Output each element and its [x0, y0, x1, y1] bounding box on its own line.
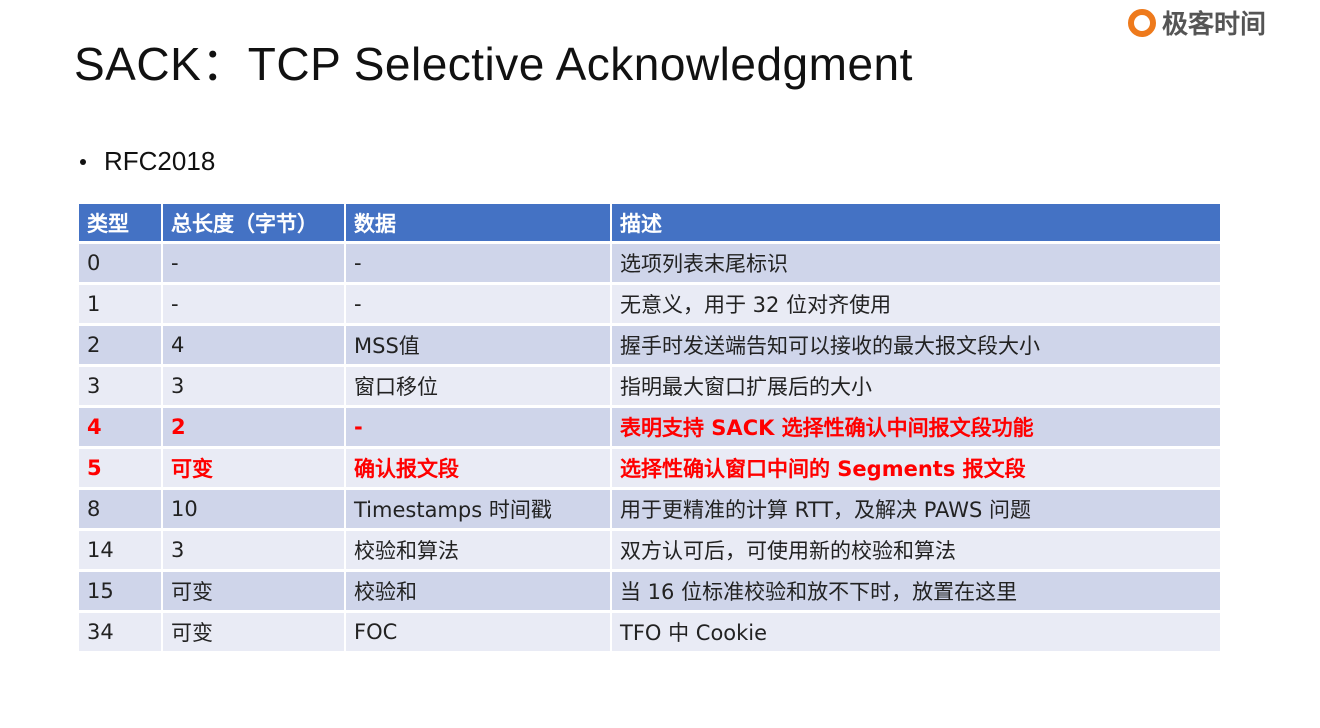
- cell-description: 双方认可后，可使用新的校验和算法: [612, 531, 1220, 569]
- cell-type: 5: [79, 449, 161, 487]
- cell-description: TFO 中 Cookie: [612, 613, 1220, 651]
- table-row: 1- - 无意义，用于 32 位对齐使用: [79, 285, 1220, 323]
- cell-description: 握手时发送端告知可以接收的最大报文段大小: [612, 326, 1220, 364]
- cell-length: 4: [163, 326, 344, 364]
- cell-description: 选项列表末尾标识: [612, 244, 1220, 282]
- cell-type: 1: [79, 285, 161, 323]
- table-row: 34 可变 FOC TFO 中 Cookie: [79, 613, 1220, 651]
- cell-description: 指明最大窗口扩展后的大小: [612, 367, 1220, 405]
- bullet-item: RFC2018: [80, 146, 215, 177]
- table-row: 4 2- 表明支持 SACK 选择性确认中间报文段功能: [79, 408, 1220, 446]
- cell-type: 34: [79, 613, 161, 651]
- cell-length: 3: [163, 367, 344, 405]
- header-data: 数据: [346, 204, 610, 241]
- cell-data: 校验和: [346, 572, 610, 610]
- cell-description: 表明支持 SACK 选择性确认中间报文段功能: [612, 408, 1220, 446]
- cell-description: 用于更精准的计算 RTT，及解决 PAWS 问题: [612, 490, 1220, 528]
- cell-data: -: [346, 408, 610, 446]
- cell-description: 选择性确认窗口中间的 Segments 报文段: [612, 449, 1220, 487]
- cell-description: 当 16 位标准校验和放不下时，放置在这里: [612, 572, 1220, 610]
- cell-type: 8: [79, 490, 161, 528]
- cell-data: -: [346, 285, 610, 323]
- tcp-options-table: 类型 总长度（字节） 数据 描述 0- - 选项列表末尾标识 1- - 无意义，用于 32…: [77, 201, 1222, 654]
- cell-type: 15: [79, 572, 161, 610]
- table-row: 8 10 Timestamps 时间戳 用于更精准的计算 RTT，及解决 PAWS 问…: [79, 490, 1220, 528]
- cell-data: MSS值: [346, 326, 610, 364]
- logo-text: 极客时间: [1162, 10, 1267, 40]
- cell-data: Timestamps 时间戳: [346, 490, 610, 528]
- cell-length: 可变: [163, 613, 344, 651]
- cell-description: 无意义，用于 32 位对齐使用: [612, 285, 1220, 323]
- table-row: 2 4 MSS值 握手时发送端告知可以接收的最大报文段大小: [79, 326, 1220, 364]
- bullet-dot-icon: [80, 158, 86, 165]
- cell-length: 可变: [163, 572, 344, 610]
- cell-data: FOC: [346, 613, 610, 651]
- table-row: 14 3 校验和算法 双方认可后，可使用新的校验和算法: [79, 531, 1220, 569]
- table-row: 5 可变 确认报文段 选择性确认窗口中间的 Segments 报文段: [79, 449, 1220, 487]
- cell-length: 2: [163, 408, 344, 446]
- cell-type: 2: [79, 326, 161, 364]
- cell-data: 窗口移位: [346, 367, 610, 405]
- cell-type: 14: [79, 531, 161, 569]
- cell-type: 0: [79, 244, 161, 282]
- slide-title: SACK：TCP Selective Acknowledgment: [74, 38, 913, 90]
- cell-length: 3: [163, 531, 344, 569]
- logo: 极客时间: [1128, 4, 1266, 41]
- table-row: 15 可变 校验和当 16 位标准校验和放不下时，放置在这里: [79, 572, 1220, 610]
- cell-data: 校验和算法: [346, 531, 610, 569]
- logo-icon: [1128, 8, 1156, 37]
- cell-type: 3: [79, 367, 161, 405]
- cell-type: 4: [79, 408, 161, 446]
- cell-length: 可变: [163, 449, 344, 487]
- cell-data: -: [346, 244, 610, 282]
- header-description: 描述: [612, 204, 1220, 241]
- table-row: 0- - 选项列表末尾标识: [79, 244, 1220, 282]
- cell-length: 10: [163, 490, 344, 528]
- cell-data: 确认报文段: [346, 449, 610, 487]
- header-length: 总长度（字节）: [163, 204, 344, 241]
- table-header-row: 类型 总长度（字节） 数据 描述: [79, 204, 1220, 241]
- cell-length: -: [163, 244, 344, 282]
- header-type: 类型: [79, 204, 161, 241]
- cell-length: -: [163, 285, 344, 323]
- bullet-text: RFC2018: [104, 146, 216, 176]
- table-row: 3 3 窗口移位 指明最大窗口扩展后的大小: [79, 367, 1220, 405]
